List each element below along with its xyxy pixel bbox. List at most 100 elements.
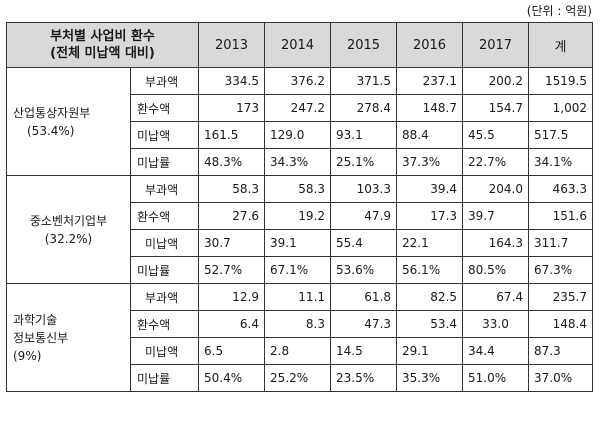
- value-cell: 148.7: [396, 94, 464, 122]
- value-cell: 154.7: [462, 94, 530, 122]
- total-cell: 311.7: [528, 229, 594, 257]
- value-cell: 53.4: [396, 310, 464, 338]
- total-cell: 67.3%: [528, 256, 594, 284]
- value-cell: 278.4: [330, 94, 398, 122]
- value-cell: 371.5: [330, 67, 398, 95]
- value-cell: 50.4%: [198, 364, 266, 392]
- value-cell: 27.6: [198, 202, 266, 230]
- table-row: 환수액 27.6 19.2 47.9 17.3 39.7 151.6: [7, 202, 594, 230]
- value-cell: 53.6%: [330, 256, 398, 284]
- value-cell: 173: [198, 94, 266, 122]
- ministry-share: (53.4%): [27, 123, 75, 138]
- metric-label: 미납액: [129, 121, 200, 149]
- value-cell: 14.5: [330, 337, 398, 365]
- value-cell: 48.3%: [198, 148, 266, 176]
- table-row: 미납률 52.7% 67.1% 53.6% 56.1% 80.5% 67.3%: [7, 256, 594, 284]
- col-header-2014: 2014: [264, 22, 332, 68]
- col-header-total: 계: [528, 22, 594, 68]
- value-cell: 61.8: [330, 283, 398, 311]
- header-title: 부처별 사업비 환수: [50, 29, 155, 44]
- value-cell: 12.9: [198, 283, 266, 311]
- value-cell: 47.9: [330, 202, 398, 230]
- value-cell: 52.7%: [198, 256, 266, 284]
- value-cell: 82.5: [396, 283, 464, 311]
- col-header-2017: 2017: [462, 22, 530, 68]
- value-cell: 51.0%: [462, 364, 530, 392]
- total-cell: 235.7: [528, 283, 594, 311]
- value-cell: 2.8: [264, 337, 332, 365]
- ministry-cell-motie: 산업통상자원부 (53.4%): [6, 67, 131, 176]
- value-cell: 58.3: [198, 175, 266, 203]
- refund-table: 부처별 사업비 환수 (전체 미납액 대비) 2013 2014 2015 20…: [5, 22, 594, 392]
- value-cell: 164.3: [462, 229, 530, 257]
- metric-label: 미납률: [129, 148, 200, 176]
- value-cell: 11.1: [264, 283, 332, 311]
- value-cell: 34.4: [462, 337, 530, 365]
- value-cell: 39.4: [396, 175, 464, 203]
- metric-label: 미납액: [129, 229, 200, 257]
- value-cell: 37.3%: [396, 148, 464, 176]
- ministry-cell-msit: 과학기술 정보통신부 (9%): [6, 283, 131, 392]
- value-cell: 247.2: [264, 94, 332, 122]
- value-cell: 88.4: [396, 121, 464, 149]
- value-cell: 204.0: [462, 175, 530, 203]
- value-cell: 35.3%: [396, 364, 464, 392]
- value-cell: 56.1%: [396, 256, 464, 284]
- table-row: 미납액 6.5 2.8 14.5 29.1 34.4 87.3: [7, 337, 594, 365]
- value-cell: 80.5%: [462, 256, 530, 284]
- value-cell: 200.2: [462, 67, 530, 95]
- value-cell: 58.3: [264, 175, 332, 203]
- unit-note: (단위 : 억원): [526, 4, 592, 18]
- ministry-share: (32.2%): [44, 231, 93, 246]
- table-row: 미납액 161.5 129.0 93.1 88.4 45.5 517.5: [7, 121, 594, 149]
- value-cell: 30.7: [198, 229, 266, 257]
- metric-label: 미납액: [129, 337, 200, 365]
- total-cell: 148.4: [528, 310, 594, 338]
- total-cell: 37.0%: [528, 364, 594, 392]
- value-cell: 39.1: [264, 229, 332, 257]
- value-cell: 47.3: [330, 310, 398, 338]
- total-cell: 1519.5: [528, 67, 594, 95]
- total-cell: 517.5: [528, 121, 594, 149]
- value-cell: 129.0: [264, 121, 332, 149]
- col-header-2015: 2015: [330, 22, 398, 68]
- total-cell: 87.3: [528, 337, 594, 365]
- metric-label: 환수액: [129, 94, 200, 122]
- value-cell: 67.1%: [264, 256, 332, 284]
- metric-label: 부과액: [129, 67, 200, 95]
- table-row: 미납률 50.4% 25.2% 23.5% 35.3% 51.0% 37.0%: [7, 364, 594, 392]
- value-cell: 161.5: [198, 121, 266, 149]
- ministry-name: 중소벤처기업부: [29, 213, 108, 228]
- metric-label: 미납률: [129, 256, 200, 284]
- value-cell: 67.4: [462, 283, 530, 311]
- value-cell: 237.1: [396, 67, 464, 95]
- value-cell: 29.1: [396, 337, 464, 365]
- ministry-cell-mss: 중소벤처기업부 (32.2%): [6, 175, 131, 284]
- table-row: 환수액 6.4 8.3 47.3 53.4 33.0 148.4: [7, 310, 594, 338]
- value-cell: 6.5: [198, 337, 266, 365]
- header-subtitle: (전체 미납액 대비): [50, 46, 155, 61]
- value-cell: 334.5: [198, 67, 266, 95]
- value-cell: 8.3: [264, 310, 332, 338]
- value-cell: 19.2: [264, 202, 332, 230]
- metric-label: 환수액: [129, 202, 200, 230]
- value-cell: 93.1: [330, 121, 398, 149]
- value-cell: 103.3: [330, 175, 398, 203]
- ministry-share: (9%): [13, 348, 42, 363]
- table-row: 환수액 173 247.2 278.4 148.7 154.7 1,002: [7, 94, 594, 122]
- col-header-2013: 2013: [198, 22, 266, 68]
- value-cell: 55.4: [330, 229, 398, 257]
- ministry-name: 과학기술: [13, 312, 58, 327]
- metric-label: 미납률: [129, 364, 200, 392]
- ministry-name: 정보통신부: [13, 330, 69, 345]
- value-cell: 25.2%: [264, 364, 332, 392]
- value-cell: 17.3: [396, 202, 464, 230]
- ministry-name: 산업통상자원부: [13, 105, 91, 120]
- total-cell: 463.3: [528, 175, 594, 203]
- value-cell: 25.1%: [330, 148, 398, 176]
- corner-header: 부처별 사업비 환수 (전체 미납액 대비): [5, 22, 200, 68]
- metric-label: 부과액: [129, 283, 200, 311]
- table-row: 미납률 48.3% 34.3% 25.1% 37.3% 22.7% 34.1%: [7, 148, 594, 176]
- value-cell: 22.7%: [462, 148, 530, 176]
- total-cell: 151.6: [528, 202, 594, 230]
